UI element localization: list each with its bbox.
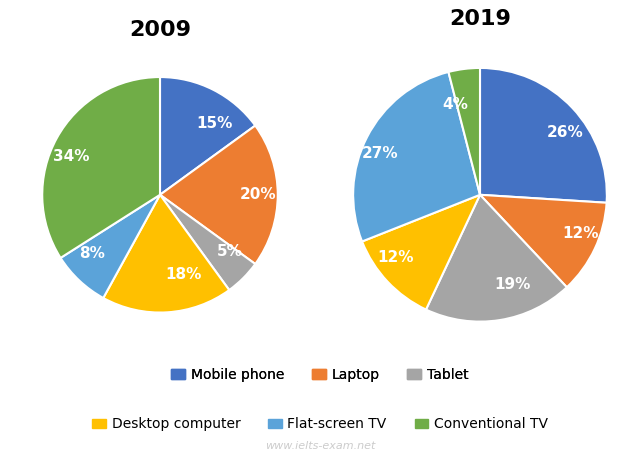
Text: 20%: 20% xyxy=(240,187,276,202)
Legend: Mobile phone, Laptop, Tablet: Mobile phone, Laptop, Tablet xyxy=(166,362,474,387)
Text: www.ielts-exam.net: www.ielts-exam.net xyxy=(265,441,375,451)
Legend: Desktop computer, Flat-screen TV, Conventional TV: Desktop computer, Flat-screen TV, Conven… xyxy=(86,412,554,437)
Wedge shape xyxy=(160,125,278,264)
Title: 2019: 2019 xyxy=(449,9,511,29)
Wedge shape xyxy=(61,195,160,298)
Text: 26%: 26% xyxy=(547,125,583,140)
Text: 15%: 15% xyxy=(196,116,233,131)
Text: 27%: 27% xyxy=(362,146,399,161)
Wedge shape xyxy=(103,195,229,313)
Wedge shape xyxy=(42,77,160,258)
Title: 2009: 2009 xyxy=(129,20,191,40)
Text: 12%: 12% xyxy=(563,226,599,241)
Wedge shape xyxy=(362,195,480,309)
Text: 18%: 18% xyxy=(165,267,202,282)
Wedge shape xyxy=(160,195,255,290)
Wedge shape xyxy=(353,72,480,241)
Wedge shape xyxy=(449,68,480,195)
Wedge shape xyxy=(480,195,607,287)
Text: 8%: 8% xyxy=(79,246,105,260)
Text: 5%: 5% xyxy=(216,244,243,259)
Text: 4%: 4% xyxy=(443,96,468,112)
Wedge shape xyxy=(480,68,607,203)
Text: 12%: 12% xyxy=(377,250,413,265)
Text: 19%: 19% xyxy=(494,278,531,293)
Wedge shape xyxy=(426,195,567,322)
Text: 34%: 34% xyxy=(53,149,90,164)
Wedge shape xyxy=(160,77,255,195)
